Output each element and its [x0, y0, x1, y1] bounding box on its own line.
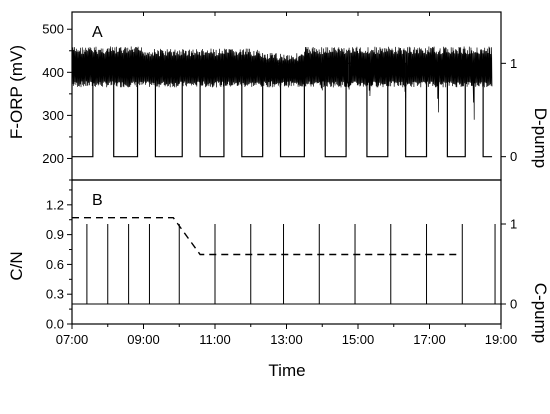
- panel-b-ytick-2-label: 0.6: [46, 257, 64, 272]
- panel-a-ytick-2-label: 400: [42, 65, 64, 80]
- panel-b-rtick-1-label: 1: [510, 217, 517, 232]
- panel-b-frame: [71, 179, 502, 325]
- x-tick-label-4: 15:00: [342, 332, 375, 347]
- x-tick-label-0: 07:00: [56, 332, 89, 347]
- panel-b-right-axis-title: C-pump: [531, 283, 550, 343]
- panel-a-right-axis-title: D-pump: [531, 108, 550, 168]
- x-tick-label-3: 13:00: [270, 332, 303, 347]
- panel-b-y-axis-title: C/N: [7, 251, 26, 280]
- panel-b-rtick-0-label: 0: [510, 297, 517, 312]
- panel-a-label: A: [92, 24, 103, 41]
- panel-a-rtick-0-label: 0: [510, 149, 517, 164]
- panel-a-ytick-0-label: 200: [42, 151, 64, 166]
- panel-a-rtick-1-label: 1: [510, 56, 517, 71]
- panel-a-ytick-3-label: 500: [42, 22, 64, 37]
- c-n-series: [72, 216, 457, 256]
- x-axis-title: Time: [268, 361, 305, 380]
- panel-b-ytick-3-label: 0.9: [46, 227, 64, 242]
- panel-a-ytick-1-label: 300: [42, 108, 64, 123]
- panel-a-frame: [71, 11, 502, 181]
- panel-b-ytick-1-label: 0.3: [46, 287, 64, 302]
- panel-b-ytick-4-label: 1.2: [46, 197, 64, 212]
- panel-a-y-axis-title: F-ORP (mV): [7, 45, 26, 139]
- x-tick-label-5: 17:00: [413, 332, 446, 347]
- f-orp-trace: [71, 46, 493, 120]
- d-pump-series: [72, 62, 493, 158]
- x-tick-label-6: 19:00: [485, 332, 518, 347]
- x-tick-label-2: 11:00: [199, 332, 231, 347]
- panel-b-label: B: [92, 192, 103, 209]
- x-tick-label-1: 09:00: [127, 332, 160, 347]
- panel-b-ytick-0-label: 0.0: [46, 317, 64, 332]
